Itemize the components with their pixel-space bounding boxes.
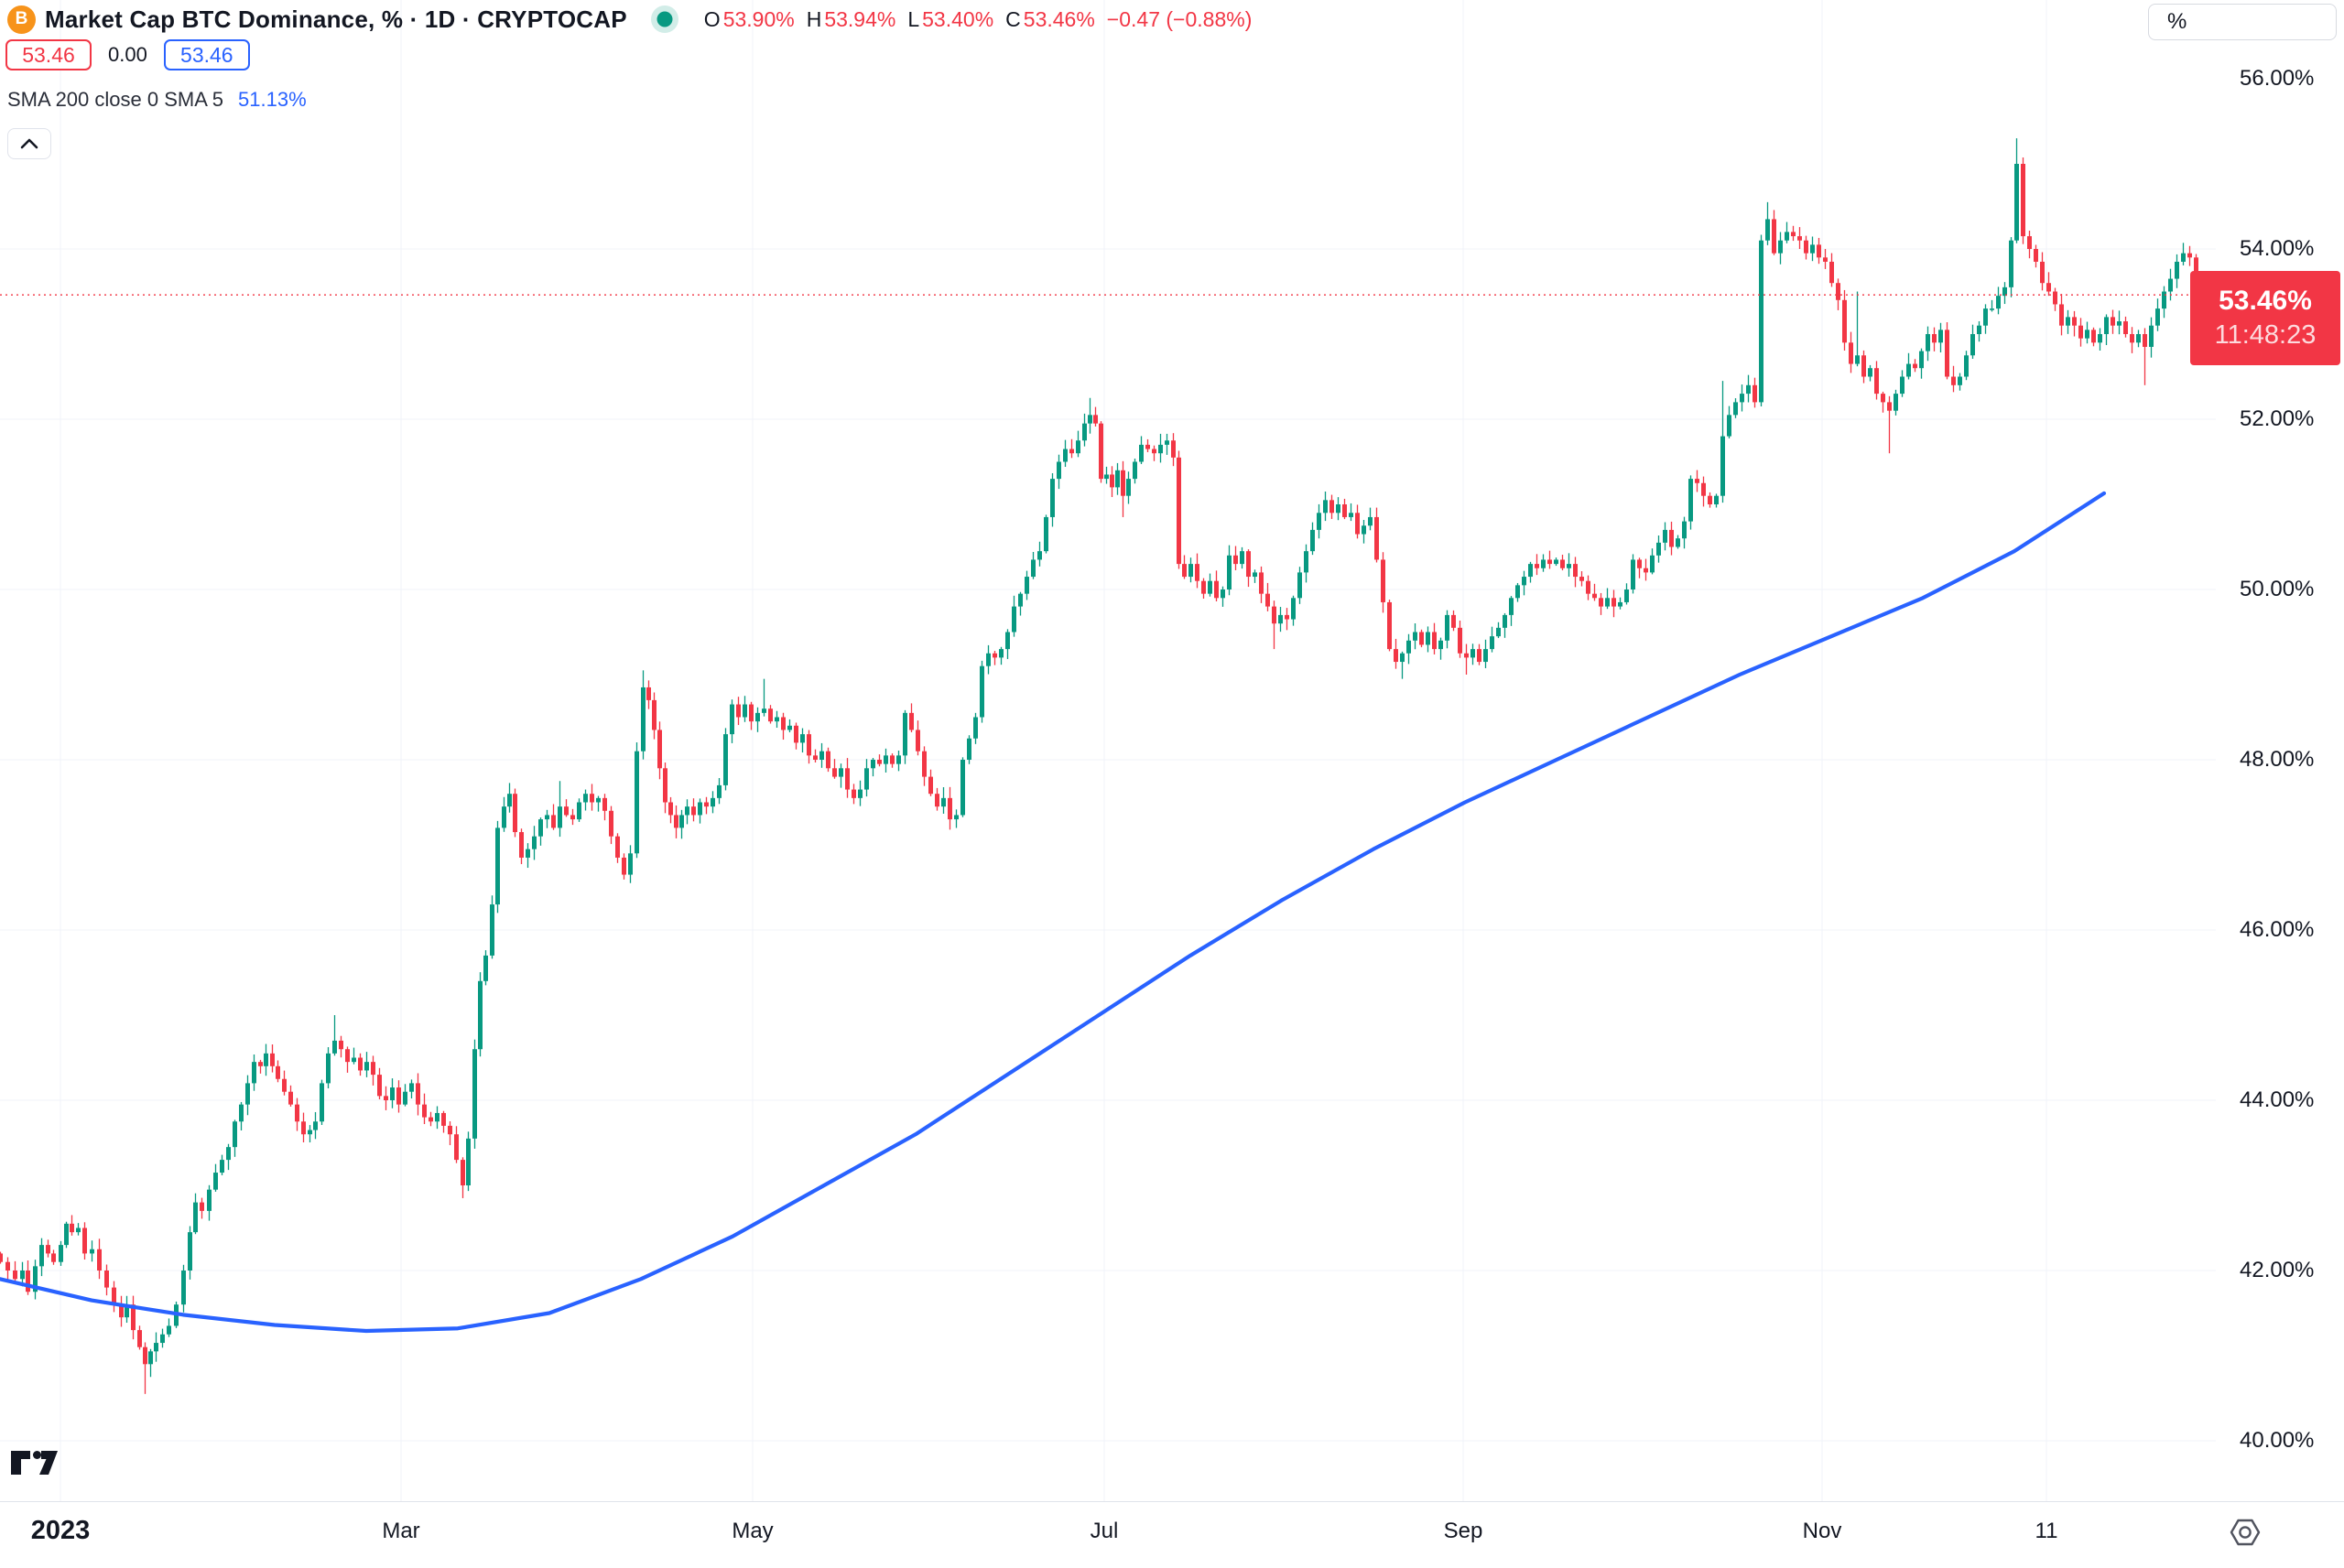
tradingview-logo-icon (11, 1451, 58, 1475)
indicator-value: 51.13% (238, 88, 307, 111)
open-value: 53.90% (722, 6, 795, 31)
low-value: 53.40% (922, 6, 994, 31)
price-tick-label: 42.00% (2240, 1258, 2315, 1282)
high-value: 53.94% (824, 6, 896, 31)
price-tick-label: 50.00% (2240, 577, 2315, 601)
time-axis[interactable]: 2023 Mar May Jul Sep Nov 11 (0, 1501, 2344, 1568)
symbol-title[interactable]: Market Cap BTC Dominance, % · 1D · CRYPT… (45, 5, 627, 33)
time-tick-label: 11 (2035, 1519, 2058, 1543)
indicator-label: SMA 200 close 0 SMA 5 (7, 88, 224, 111)
time-tick-label: Jul (1090, 1519, 1119, 1543)
tradingview-logo[interactable] (11, 1450, 59, 1480)
time-tick-label: Mar (382, 1519, 420, 1543)
time-tick-label: May (732, 1519, 774, 1543)
price-axis[interactable]: 56.00% 54.00% 52.00% 50.00% 48.00% 46.00% 44.0… (2216, 0, 2344, 1501)
price-tick-label: 44.00% (2240, 1087, 2315, 1112)
trade-buttons-row: 53.46 0.00 53.46 (5, 38, 250, 71)
current-price-value: 53.46% (2219, 286, 2312, 317)
sell-price-button[interactable]: 53.46 (5, 39, 92, 70)
time-tick-label: 2023 (30, 1516, 91, 1545)
time-tick-label: Sep (1443, 1519, 1483, 1543)
spread-value: 0.00 (108, 43, 147, 66)
price-unit-button[interactable]: % (2148, 4, 2337, 40)
price-tick-label: 48.00% (2240, 747, 2315, 772)
close-value: 53.46% (1023, 6, 1095, 31)
bitcoin-icon: B (7, 5, 36, 34)
collapse-legend-button[interactable] (7, 128, 51, 159)
bar-close-countdown: 11:48:23 (2214, 319, 2317, 350)
buy-price-button[interactable]: 53.46 (163, 39, 250, 70)
price-tick-label: 40.00% (2240, 1428, 2315, 1453)
current-price-label: 53.46% 11:48:23 (2190, 271, 2340, 365)
symbol-header: B Market Cap BTC Dominance, % · 1D · CRY… (7, 3, 1252, 36)
close-label: C (1005, 6, 1021, 31)
gear-icon (2230, 1519, 2261, 1546)
price-tick-label: 56.00% (2240, 66, 2315, 91)
high-label: H (806, 6, 822, 31)
low-label: L (907, 6, 920, 31)
indicator-legend[interactable]: SMA 200 close 0 SMA 5 51.13% (7, 88, 307, 112)
timezone-settings-button[interactable] (2228, 1515, 2263, 1552)
price-tick-label: 54.00% (2240, 236, 2315, 261)
price-tick-label: 46.00% (2240, 917, 2315, 942)
market-status-icon[interactable] (649, 4, 680, 35)
change-value: −0.47 (−0.88%) (1106, 6, 1253, 31)
time-tick-label: Nov (1802, 1519, 1842, 1543)
open-label: O (703, 6, 721, 31)
ohlc-values: O 53.90% H 53.94% L 53.40% C 53.46% −0.4… (704, 7, 1253, 32)
price-tick-label: 52.00% (2240, 406, 2315, 431)
chevron-up-icon (20, 138, 38, 149)
